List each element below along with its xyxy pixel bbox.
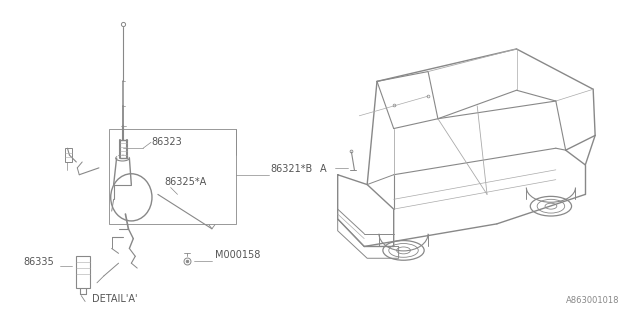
Text: 86335: 86335 xyxy=(23,257,54,267)
Text: A: A xyxy=(320,164,326,174)
Bar xyxy=(76,256,90,288)
Bar xyxy=(109,129,236,224)
Text: 86321*B: 86321*B xyxy=(271,164,313,174)
Text: A863001018: A863001018 xyxy=(566,296,620,305)
Text: M000158: M000158 xyxy=(215,250,260,260)
Bar xyxy=(65,148,72,162)
Text: 86323: 86323 xyxy=(151,137,182,147)
Text: 86325*A: 86325*A xyxy=(164,177,207,187)
Text: DETAIL'A': DETAIL'A' xyxy=(92,294,138,305)
